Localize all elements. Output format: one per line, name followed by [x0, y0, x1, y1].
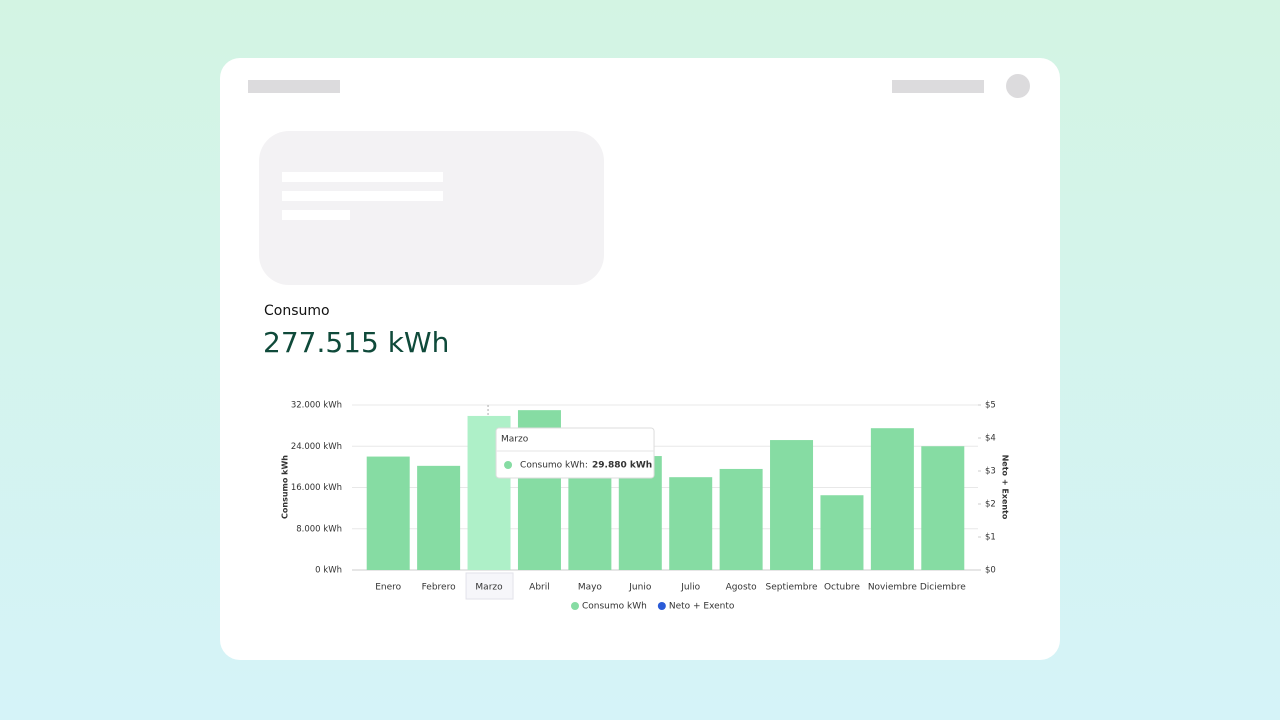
bar	[921, 446, 965, 570]
y2-axis-label: Neto + Exento	[1001, 455, 1010, 520]
x-tick-label: Mayo	[578, 583, 603, 593]
legend-label: Neto + Exento	[669, 602, 735, 612]
tooltip-value: 29.880 kWh	[592, 461, 652, 471]
summary-value: 277.515 kWh	[263, 326, 449, 359]
legend-swatch	[571, 602, 579, 610]
tooltip-swatch	[504, 461, 513, 469]
tooltip-title: Marzo	[501, 435, 529, 445]
x-tick-label: Agosto	[726, 583, 758, 593]
y-tick-label: 8.000 kWh	[296, 524, 342, 534]
bar	[870, 428, 914, 570]
y2-tick-label: $0	[985, 566, 996, 576]
bar	[366, 456, 410, 570]
bar	[770, 440, 814, 570]
summary-label: Consumo	[264, 303, 330, 319]
bar	[820, 495, 864, 570]
y2-tick-label: $2	[985, 500, 996, 510]
y2-tick-label: $3	[985, 467, 996, 477]
x-tick-label: Enero	[375, 583, 401, 593]
info-card	[259, 131, 604, 285]
x-tick-label: Diciembre	[920, 583, 966, 593]
legend-label: Consumo kWh	[582, 602, 647, 612]
placeholder	[892, 80, 984, 93]
x-tick-label: Octubre	[824, 583, 860, 593]
y-tick-label: 24.000 kWh	[291, 442, 342, 452]
tooltip	[495, 427, 655, 479]
x-tick-label: Junio	[628, 583, 652, 593]
x-tick-label: Febrero	[422, 583, 456, 593]
tooltip-name: Consumo kWh:	[520, 461, 588, 471]
bar	[719, 468, 763, 570]
x-tick-label: Julio	[680, 583, 700, 593]
placeholder	[282, 191, 443, 201]
legend-swatch	[657, 602, 666, 610]
active-category-box	[465, 572, 514, 600]
x-tick-label: Septiembre	[766, 583, 819, 593]
y-tick-label: 0 kWh	[315, 566, 342, 576]
y-tick-label: 16.000 kWh	[291, 483, 342, 493]
placeholder	[282, 210, 350, 220]
avatar[interactable]	[1006, 74, 1030, 98]
bar	[417, 465, 461, 570]
bar	[669, 477, 713, 570]
chart: 0 kWh 8.000 kWh 16.000 kWh 24.000 kWh 32.000…	[281, 401, 1010, 612]
x-tick-label: Noviembre	[868, 583, 918, 593]
placeholder	[282, 172, 443, 182]
x-tick-label: Marzo	[475, 583, 503, 593]
placeholder	[248, 80, 340, 93]
y2-tick-label: $1	[985, 533, 996, 543]
y2-tick-label: $4	[985, 434, 996, 444]
y2-tick-label: $5	[985, 401, 996, 411]
x-tick-label: Abril	[529, 583, 550, 593]
y-tick-label: 32.000 kWh	[291, 401, 342, 411]
y-axis-label: Consumo kWh	[281, 455, 290, 519]
